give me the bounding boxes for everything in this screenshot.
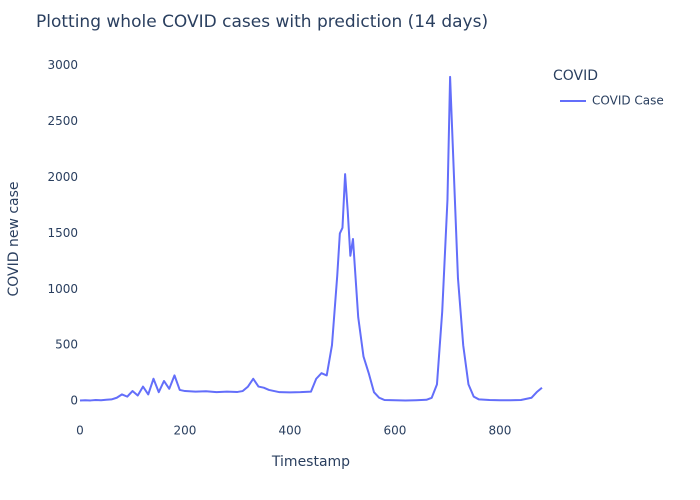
y-tick-label: 1000 [47, 282, 78, 296]
y-tick-label: 3000 [47, 58, 78, 72]
y-tick-label: 0 [70, 394, 78, 408]
y-tick-label: 1500 [47, 226, 78, 240]
chart-title: Plotting whole COVID cases with predicti… [36, 12, 488, 32]
legend-title: COVID [553, 68, 598, 84]
x-tick-label: 600 [384, 424, 407, 438]
x-tick-label: 400 [279, 424, 302, 438]
y-axis-title: COVID new case [6, 181, 22, 296]
x-axis-title: Timestamp [271, 454, 350, 470]
y-tick-label: 500 [55, 338, 78, 352]
y-tick-label: 2500 [47, 114, 78, 128]
x-tick-label: 800 [489, 424, 512, 438]
x-tick-label: 0 [76, 424, 84, 438]
data-line [79, 75, 543, 402]
legend-label: COVID Case [592, 94, 664, 108]
x-tick-label: 200 [174, 424, 197, 438]
y-tick-label: 2000 [47, 170, 78, 184]
